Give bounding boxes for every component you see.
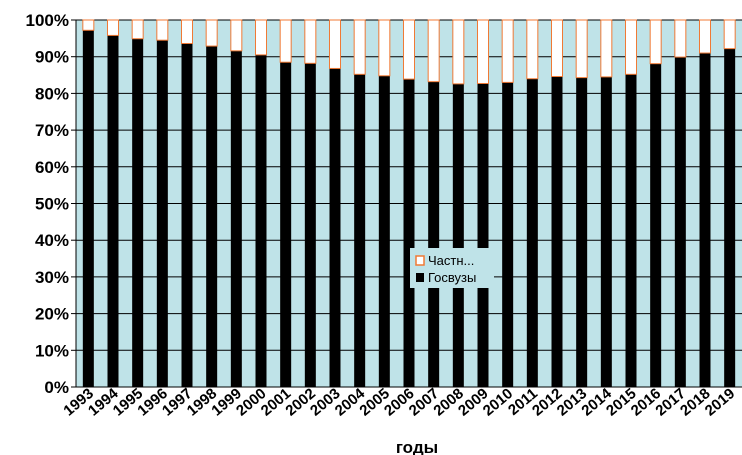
bar-gosvuzy-2014 [600, 76, 612, 387]
bar-gosvuzy-2004 [354, 74, 366, 387]
y-tick-label: 30% [35, 268, 69, 287]
bar-chastn-1997 [181, 19, 193, 44]
bar-chastn-2014 [600, 19, 613, 78]
bar-gosvuzy-2007 [428, 81, 440, 387]
bar-chastn-2016 [649, 19, 662, 65]
bar-gosvuzy-2013 [576, 77, 588, 387]
legend: Частн... Госвузы [410, 248, 494, 288]
bar-gosvuzy-1994 [107, 35, 119, 387]
bar-gosvuzy-2001 [280, 62, 292, 388]
bar-gosvuzy-1999 [230, 50, 242, 387]
y-tick-label: 40% [35, 231, 69, 250]
bar-chastn-2012 [551, 19, 563, 78]
bar-chastn-2015 [625, 19, 637, 75]
bar-chastn-2010 [501, 19, 514, 83]
bar-chastn-1993 [82, 19, 95, 31]
bar-chastn-2000 [255, 19, 267, 56]
bar-gosvuzy-1996 [156, 40, 168, 388]
y-tick-label: 90% [35, 48, 69, 67]
bar-chastn-2007 [427, 19, 440, 83]
bar-chastn-2005 [378, 19, 391, 77]
bar-gosvuzy-2002 [304, 63, 316, 387]
x-tick-label: 2019 [702, 385, 738, 419]
bar-gosvuzy-2009 [477, 83, 489, 387]
bar-gosvuzy-2003 [329, 68, 341, 387]
bar-gosvuzy-1995 [132, 38, 144, 387]
bar-gosvuzy-1998 [206, 46, 218, 387]
bar-chastn-2001 [279, 19, 292, 63]
x-tick-labels: 1993199419951996199719981999200020012002… [60, 385, 738, 420]
bar-chastn-1994 [107, 19, 119, 36]
bar-chastn-2002 [304, 19, 317, 64]
bar-gosvuzy-2015 [625, 74, 637, 387]
bar-chastn-2006 [403, 19, 415, 80]
y-tick-label: 70% [35, 121, 69, 140]
bar-gosvuzy-1993 [82, 30, 94, 387]
y-tick-label: 10% [35, 341, 69, 360]
bar-gosvuzy-2010 [502, 82, 514, 387]
bar-gosvuzy-2012 [551, 76, 563, 387]
bar-chastn-1996 [156, 19, 169, 41]
bar-gosvuzy-2006 [403, 79, 415, 387]
bar-gosvuzy-2000 [255, 54, 267, 388]
bar-chastn-2017 [674, 19, 687, 58]
y-tick-label: 100% [26, 11, 69, 30]
bar-gosvuzy-2019 [724, 48, 736, 387]
bar-chastn-2004 [353, 19, 366, 75]
bar-gosvuzy-2016 [650, 63, 662, 387]
legend-label-chastn: Частн... [428, 253, 474, 268]
y-tick-label: 60% [35, 158, 69, 177]
bar-gosvuzy-1997 [181, 43, 193, 387]
y-tick-label: 50% [35, 195, 69, 214]
bar-chastn-2003 [329, 19, 341, 69]
bar-chastn-2018 [699, 19, 711, 54]
bar-chastn-1995 [131, 19, 144, 40]
bars [82, 19, 736, 388]
x-axis-title: годы [396, 438, 438, 455]
bar-chastn-2013 [575, 19, 588, 79]
bar-chastn-2008 [452, 19, 465, 85]
bar-gosvuzy-2005 [378, 75, 390, 387]
bar-chastn-2011 [526, 19, 539, 80]
bar-chastn-2019 [723, 19, 736, 50]
y-tick-label: 20% [35, 305, 69, 324]
bar-gosvuzy-2017 [674, 57, 686, 387]
bar-chastn-1998 [205, 19, 218, 47]
bar-chastn-1999 [230, 19, 243, 52]
y-tick-label: 0% [44, 378, 69, 397]
legend-swatch-chastn [415, 255, 425, 266]
bar-gosvuzy-2008 [452, 83, 464, 387]
y-tick-labels: 0% 10% 20% 30% 40% 50% 60% 70% 80% 90% 100% [26, 11, 76, 397]
legend-swatch-gosvuzy [416, 273, 424, 282]
bar-chastn-2009 [477, 19, 489, 84]
bar-gosvuzy-2011 [526, 78, 538, 387]
legend-label-gosvuzy: Госвузы [428, 270, 476, 285]
y-tick-label: 80% [35, 84, 69, 103]
bar-gosvuzy-2018 [699, 53, 711, 387]
